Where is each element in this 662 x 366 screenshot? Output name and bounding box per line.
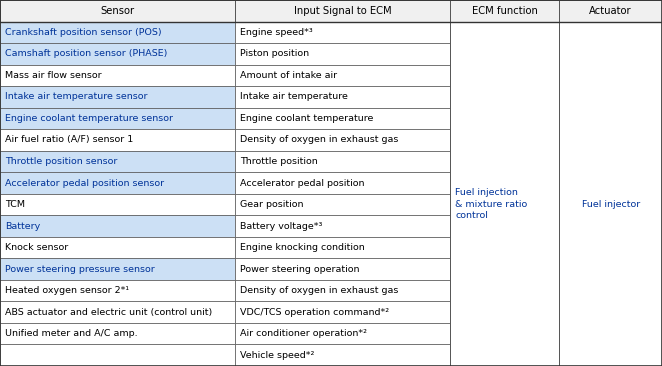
Text: Unified meter and A/C amp.: Unified meter and A/C amp.	[5, 329, 137, 338]
Bar	[235, 43, 450, 64]
Text: Vehicle speed*²: Vehicle speed*²	[240, 351, 314, 360]
Bar	[450, 22, 559, 366]
Bar	[0, 258, 235, 280]
Bar	[235, 172, 450, 194]
Text: TCM: TCM	[5, 200, 24, 209]
Text: Density of oxygen in exhaust gas: Density of oxygen in exhaust gas	[240, 286, 398, 295]
Text: Engine coolant temperature: Engine coolant temperature	[240, 114, 373, 123]
Text: Gear position: Gear position	[240, 200, 303, 209]
Text: Density of oxygen in exhaust gas: Density of oxygen in exhaust gas	[240, 135, 398, 145]
Text: Intake air temperature sensor: Intake air temperature sensor	[5, 92, 147, 101]
Bar	[235, 108, 450, 129]
Bar	[235, 22, 450, 43]
Bar	[235, 302, 450, 323]
Bar	[235, 215, 450, 237]
Bar	[235, 86, 450, 108]
Bar	[450, 0, 559, 22]
Bar	[0, 323, 235, 344]
Bar	[0, 280, 235, 302]
Bar	[235, 129, 450, 151]
Text: Input Signal to ECM: Input Signal to ECM	[294, 6, 391, 16]
Text: Accelerator pedal position: Accelerator pedal position	[240, 179, 364, 187]
Text: Accelerator pedal position sensor: Accelerator pedal position sensor	[5, 179, 164, 187]
Bar	[0, 215, 235, 237]
Text: Amount of intake air: Amount of intake air	[240, 71, 337, 80]
Bar	[0, 108, 235, 129]
Text: Throttle position: Throttle position	[240, 157, 317, 166]
Bar	[235, 151, 450, 172]
Bar	[0, 64, 235, 86]
Bar	[0, 194, 235, 215]
Bar	[0, 129, 235, 151]
Text: Fuel injection
& mixture ratio
control: Fuel injection & mixture ratio control	[455, 188, 528, 220]
Text: Intake air temperature: Intake air temperature	[240, 92, 348, 101]
Text: Crankshaft position sensor (POS): Crankshaft position sensor (POS)	[5, 28, 162, 37]
Bar	[0, 237, 235, 258]
Bar	[0, 172, 235, 194]
Text: Engine speed*³: Engine speed*³	[240, 28, 312, 37]
Text: Mass air flow sensor: Mass air flow sensor	[5, 71, 101, 80]
Bar	[0, 302, 235, 323]
Text: Throttle position sensor: Throttle position sensor	[5, 157, 117, 166]
Bar	[0, 151, 235, 172]
Bar	[559, 0, 662, 22]
Bar	[235, 64, 450, 86]
Text: ECM function: ECM function	[472, 6, 538, 16]
Text: Power steering pressure sensor: Power steering pressure sensor	[5, 265, 154, 274]
Bar	[0, 43, 235, 64]
Bar	[0, 344, 235, 366]
Text: Air conditioner operation*²: Air conditioner operation*²	[240, 329, 367, 338]
Text: Heated oxygen sensor 2*¹: Heated oxygen sensor 2*¹	[5, 286, 129, 295]
Bar	[235, 0, 450, 22]
Text: Battery: Battery	[5, 221, 40, 231]
Bar	[235, 344, 450, 366]
Text: Power steering operation: Power steering operation	[240, 265, 359, 274]
Text: Air fuel ratio (A/F) sensor 1: Air fuel ratio (A/F) sensor 1	[5, 135, 133, 145]
Text: Sensor: Sensor	[101, 6, 134, 16]
Bar	[235, 280, 450, 302]
Bar	[235, 194, 450, 215]
Text: Engine coolant temperature sensor: Engine coolant temperature sensor	[5, 114, 173, 123]
Text: Piston position: Piston position	[240, 49, 308, 58]
Text: Knock sensor: Knock sensor	[5, 243, 68, 252]
Text: VDC/TCS operation command*²: VDC/TCS operation command*²	[240, 308, 389, 317]
Text: Fuel injector: Fuel injector	[582, 199, 639, 209]
Text: Camshaft position sensor (PHASE): Camshaft position sensor (PHASE)	[5, 49, 167, 58]
Bar	[235, 323, 450, 344]
Text: Battery voltage*³: Battery voltage*³	[240, 221, 322, 231]
Bar	[0, 0, 235, 22]
Bar	[559, 22, 662, 366]
Bar	[0, 86, 235, 108]
Text: ABS actuator and electric unit (control unit): ABS actuator and electric unit (control …	[5, 308, 212, 317]
Text: Engine knocking condition: Engine knocking condition	[240, 243, 364, 252]
Bar	[0, 22, 235, 43]
Bar	[235, 258, 450, 280]
Bar	[235, 237, 450, 258]
Text: Actuator: Actuator	[589, 6, 632, 16]
